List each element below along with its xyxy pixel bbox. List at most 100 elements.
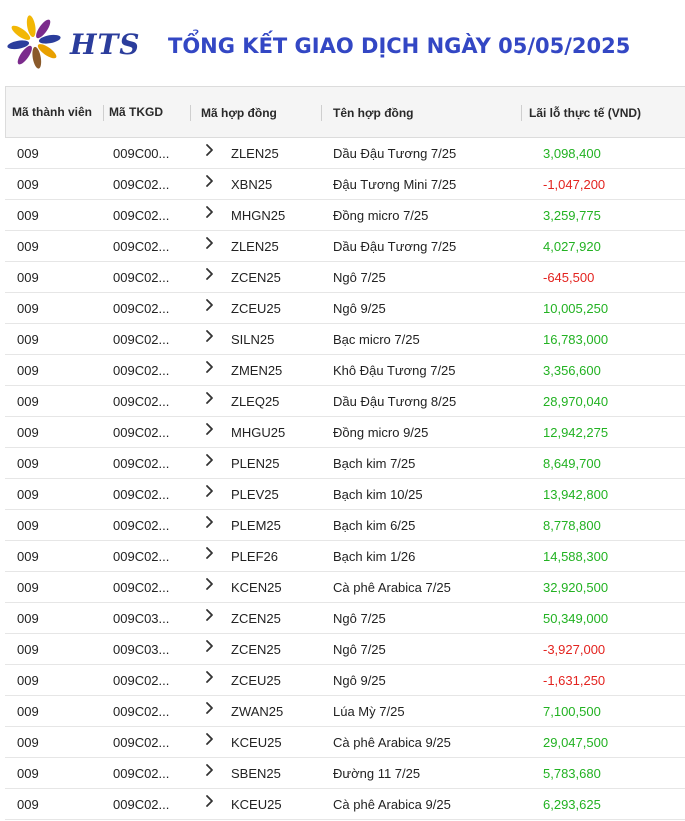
realized-pnl: 6,293,625 [543, 797, 601, 812]
contract-code: ZCEN25 [231, 611, 281, 626]
table-row[interactable]: 009 009C02... KCEN25 Cà phê Arabica 7/25 32,… [5, 572, 685, 603]
table-row[interactable]: 009 009C02... ZCEU25 Ngô 9/25 10,005,250 [5, 293, 685, 324]
table-row[interactable]: 009 009C02... SBEN25 Đường 11 7/25 5,783,680 [5, 758, 685, 789]
table-row[interactable]: 009 009C03... ZCEN25 Ngô 7/25 50,349,000 [5, 603, 685, 634]
expand-chevron-icon[interactable] [204, 732, 216, 746]
column-separator [521, 105, 522, 121]
column-header-pnl[interactable]: Lãi lỗ thực tế (VND) [529, 105, 642, 120]
column-header-member[interactable]: Mã thành viên [11, 105, 92, 119]
realized-pnl: -645,500 [543, 270, 595, 285]
table-row[interactable]: 009 009C02... ZWAN25 Lúa Mỳ 7/25 7,100,500 [5, 696, 685, 727]
table-row[interactable]: 009 009C02... ZCEU25 Ngô 9/25 -1,631,250 [5, 665, 685, 696]
realized-pnl: 7,100,500 [543, 704, 601, 719]
expand-chevron-icon[interactable] [204, 794, 216, 808]
realized-pnl: 50,349,000 [543, 611, 609, 626]
contract-name: Bạch kim 1/26 [333, 549, 416, 564]
realized-pnl: 10,005,250 [543, 301, 609, 316]
table-row[interactable]: 009 009C02... PLEN25 Bạch kim 7/25 8,649,700 [5, 448, 685, 479]
table-row[interactable]: 009 009C02... KCEU25 Cà phê Arabica 9/25 29,… [5, 727, 685, 758]
realized-pnl: 29,047,500 [543, 735, 609, 750]
realized-pnl: 8,649,700 [543, 456, 601, 471]
contract-name: Ngô 9/25 [333, 673, 386, 688]
expand-chevron-icon[interactable] [204, 515, 216, 529]
contract-code: KCEN25 [231, 580, 282, 595]
contract-code: ZCEU25 [231, 301, 281, 316]
contract-code: SBEN25 [231, 766, 281, 781]
table-row[interactable]: 009 009C02... ZCEN25 Ngô 7/25 -645,500 [5, 262, 685, 293]
account-code: 009C02... [113, 735, 170, 750]
table-row[interactable]: 009 009C02... ZMEN25 Khô Đậu Tương 7/25 3,35… [5, 355, 685, 386]
account-code: 009C02... [113, 363, 170, 378]
account-code: 009C03... [113, 611, 170, 626]
expand-chevron-icon[interactable] [204, 298, 216, 312]
table-row[interactable]: 009 009C02... KCEU25 Cà phê Arabica 9/25 6,2… [5, 789, 685, 820]
table-row[interactable]: 009 009C02... SILN25 Bạc micro 7/25 16,783,0… [5, 324, 685, 355]
expand-chevron-icon[interactable] [204, 205, 216, 219]
table-row[interactable]: 009 009C02... PLEF26 Bạch kim 1/26 14,588,30… [5, 541, 685, 572]
contract-code: ZCEU25 [231, 673, 281, 688]
table-row[interactable]: 009 009C03... ZCEN25 Ngô 7/25 -3,927,000 [5, 634, 685, 665]
expand-chevron-icon[interactable] [204, 577, 216, 591]
account-code: 009C02... [113, 394, 170, 409]
expand-chevron-icon[interactable] [204, 546, 216, 560]
member-code: 009 [17, 394, 39, 409]
contract-code: MHGN25 [231, 208, 286, 223]
table-row[interactable]: 009 009C02... XBN25 Đậu Tương Mini 7/25 -1,0… [5, 169, 685, 200]
member-code: 009 [17, 363, 39, 378]
contract-name: Cà phê Arabica 7/25 [333, 580, 451, 595]
expand-chevron-icon[interactable] [204, 608, 216, 622]
account-code: 009C03... [113, 642, 170, 657]
account-code: 009C02... [113, 766, 170, 781]
contract-name: Cà phê Arabica 9/25 [333, 797, 451, 812]
expand-chevron-icon[interactable] [204, 670, 216, 684]
member-code: 009 [17, 518, 39, 533]
member-code: 009 [17, 301, 39, 316]
expand-chevron-icon[interactable] [204, 763, 216, 777]
contract-name: Bạch kim 6/25 [333, 518, 416, 533]
table-row[interactable]: 009 009C00... ZLEN25 Dầu Đậu Tương 7/25 3,09… [5, 138, 685, 169]
account-code: 009C02... [113, 239, 170, 254]
expand-chevron-icon[interactable] [204, 329, 216, 343]
account-code: 009C02... [113, 456, 170, 471]
contract-code: XBN25 [231, 177, 273, 192]
realized-pnl: 8,778,800 [543, 518, 601, 533]
expand-chevron-icon[interactable] [204, 267, 216, 281]
contract-code: ZLEQ25 [231, 394, 280, 409]
contract-code: ZCEN25 [231, 642, 281, 657]
realized-pnl: -1,631,250 [543, 673, 606, 688]
member-code: 009 [17, 580, 39, 595]
expand-chevron-icon[interactable] [204, 174, 216, 188]
table-row[interactable]: 009 009C02... MHGN25 Đồng micro 7/25 3,259,7… [5, 200, 685, 231]
column-header-contract-code[interactable]: Mã hợp đồng [201, 105, 277, 120]
contract-name: Ngô 7/25 [333, 642, 386, 657]
expand-chevron-icon[interactable] [204, 143, 216, 157]
table-row[interactable]: 009 009C02... PLEV25 Bạch kim 10/25 13,942,8… [5, 479, 685, 510]
contract-name: Bạc micro 7/25 [333, 332, 420, 347]
account-code: 009C02... [113, 208, 170, 223]
trade-summary-table: Mã thành viên Mã TKGD Mã hợp đồng Tên hợ… [5, 86, 685, 820]
contract-code: KCEU25 [231, 797, 282, 812]
table-row[interactable]: 009 009C02... ZLEN25 Dầu Đậu Tương 7/25 4,02… [5, 231, 685, 262]
table-row[interactable]: 009 009C02... MHGU25 Đồng micro 9/25 12,942,… [5, 417, 685, 448]
expand-chevron-icon[interactable] [204, 701, 216, 715]
contract-name: Ngô 9/25 [333, 301, 386, 316]
column-header-account[interactable]: Mã TKGD [109, 105, 163, 119]
realized-pnl: 14,588,300 [543, 549, 609, 564]
column-separator [190, 105, 191, 121]
expand-chevron-icon[interactable] [204, 422, 216, 436]
table-row[interactable]: 009 009C02... ZLEQ25 Dầu Đậu Tương 8/25 28,9… [5, 386, 685, 417]
contract-code: PLEN25 [231, 456, 280, 471]
account-code: 009C02... [113, 177, 170, 192]
expand-chevron-icon[interactable] [204, 639, 216, 653]
realized-pnl: 3,356,600 [543, 363, 601, 378]
expand-chevron-icon[interactable] [204, 453, 216, 467]
table-row[interactable]: 009 009C02... PLEM25 Bạch kim 6/25 8,778,800 [5, 510, 685, 541]
member-code: 009 [17, 642, 39, 657]
contract-code: PLEF26 [231, 549, 278, 564]
column-header-contract-name[interactable]: Tên hợp đồng [333, 105, 414, 120]
expand-chevron-icon[interactable] [204, 236, 216, 250]
expand-chevron-icon[interactable] [204, 484, 216, 498]
expand-chevron-icon[interactable] [204, 391, 216, 405]
expand-chevron-icon[interactable] [204, 360, 216, 374]
contract-name: Dầu Đậu Tương 7/25 [333, 146, 457, 161]
